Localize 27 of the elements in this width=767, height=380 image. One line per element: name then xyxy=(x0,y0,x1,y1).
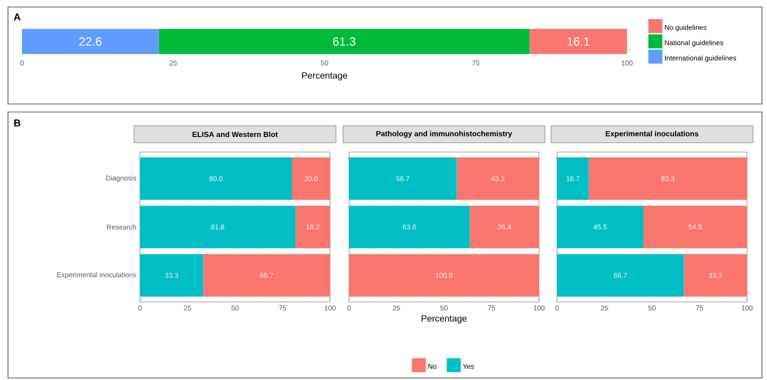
text: B xyxy=(14,120,20,126)
bar xyxy=(684,254,748,297)
bar xyxy=(470,206,540,248)
bar xyxy=(557,254,684,297)
bar xyxy=(22,28,159,54)
data-label: 61.3 xyxy=(333,37,356,46)
bar xyxy=(140,254,204,297)
bar xyxy=(203,254,330,297)
bar xyxy=(140,157,292,200)
bar xyxy=(557,206,644,248)
bar xyxy=(349,254,540,297)
bar xyxy=(292,157,330,200)
x-axis-title: Percentage xyxy=(422,315,467,324)
bar xyxy=(349,157,457,200)
bar xyxy=(643,206,748,248)
bar xyxy=(158,28,530,54)
bar xyxy=(530,28,628,54)
bar xyxy=(140,206,296,248)
x-axis-title: Percentage xyxy=(302,72,348,80)
data-label: 22.6 xyxy=(79,37,102,46)
bar xyxy=(557,157,589,200)
bar xyxy=(295,206,330,248)
data-label: 16.1 xyxy=(568,37,590,46)
text: A xyxy=(14,14,20,20)
bar xyxy=(588,157,748,200)
bar xyxy=(456,157,540,200)
bar xyxy=(349,206,470,248)
